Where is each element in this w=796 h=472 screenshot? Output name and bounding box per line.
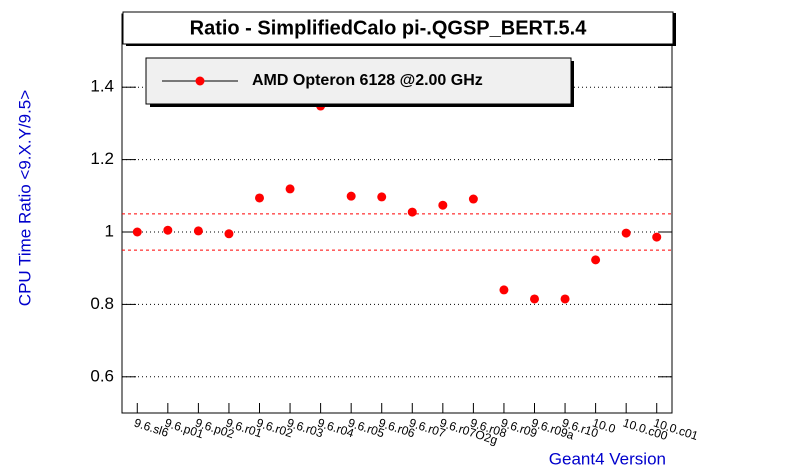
chart-title: Ratio - SimplifiedCalo pi-.QGSP_BERT.5.4: [190, 17, 588, 39]
data-point: [255, 193, 264, 203]
x-tick-label: 10.0: [591, 416, 618, 437]
x-axis-label: Geant4 Version: [549, 449, 666, 468]
data-point: [499, 285, 509, 295]
data-point: [193, 226, 203, 236]
data-point: [285, 184, 295, 194]
data-point: [438, 200, 448, 210]
data-point: [346, 191, 356, 201]
title-box: [122, 11, 674, 45]
y-axis-label: CPU Time Ratio <9.X.Y/9.5>: [15, 90, 34, 306]
y-tick-label: 1: [105, 221, 114, 240]
data-point: [224, 229, 234, 239]
legend: AMD Opteron 6128 @2.00 GHz: [162, 72, 483, 89]
y-tick-label: 0.8: [90, 294, 114, 313]
y-tick-label: 1.2: [90, 149, 114, 168]
legend-label: AMD Opteron 6128 @2.00 GHz: [252, 72, 483, 89]
data-point: [377, 192, 387, 202]
data-point: [407, 207, 417, 217]
data-point: [652, 232, 662, 242]
data-point: [468, 194, 478, 204]
y-tick-label: 0.6: [90, 366, 114, 385]
data-point: [530, 294, 539, 304]
data-point: [163, 225, 173, 235]
legend-marker: [195, 76, 205, 86]
data-point: [591, 255, 601, 265]
data-point: [132, 227, 142, 237]
data-point: [560, 294, 570, 304]
data-point: [621, 228, 631, 238]
y-tick-label: 1.4: [90, 77, 114, 96]
